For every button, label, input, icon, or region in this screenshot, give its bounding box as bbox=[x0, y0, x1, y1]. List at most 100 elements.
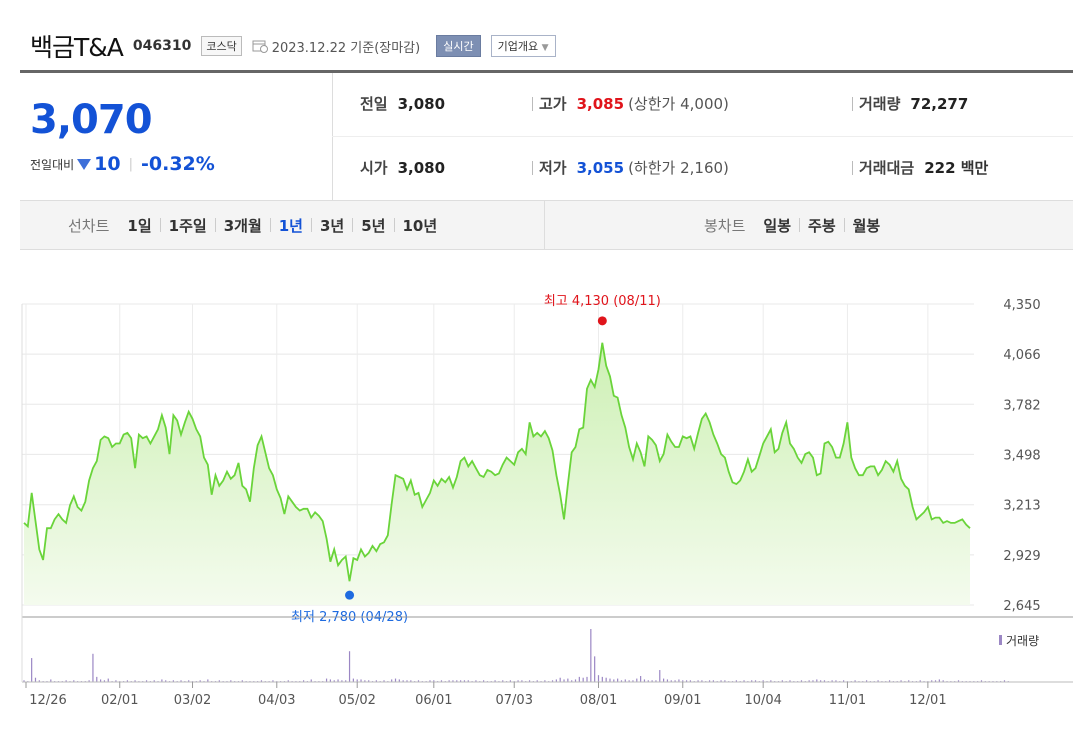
quote-row-2: 시가 3,080 저가 3,055 (하한가 2,160) 거래대금 222 백만 bbox=[332, 137, 1073, 200]
volume-bar bbox=[456, 680, 458, 682]
separator bbox=[532, 96, 533, 111]
volume-bar bbox=[96, 676, 98, 682]
volume-bar bbox=[356, 679, 358, 682]
x-tick-label: 08/01 bbox=[580, 693, 617, 708]
volume-bar bbox=[980, 680, 983, 682]
volume-bar bbox=[590, 629, 592, 682]
volume-bar bbox=[712, 680, 714, 682]
volume-bar bbox=[800, 680, 803, 682]
volume-bar bbox=[708, 680, 711, 682]
change-label: 전일대비 bbox=[30, 157, 75, 172]
tab-period-2[interactable]: 3개월 bbox=[223, 216, 262, 235]
separator: | bbox=[128, 156, 134, 172]
tab-period-5[interactable]: 5년 bbox=[361, 216, 386, 235]
trade-amount: 거래대금 222 백만 bbox=[852, 157, 988, 178]
chart-tabs: 선차트 1일 1주일 3개월 1년 3년 5년 10년 봉차트 일봉 주봉 월봉 bbox=[20, 201, 1073, 250]
candle-chart-label: 봉차트 bbox=[704, 216, 746, 235]
high-label: 고가 bbox=[539, 95, 567, 113]
volume-bar bbox=[463, 680, 466, 682]
volume-bar bbox=[908, 680, 910, 682]
amount-value: 222 bbox=[924, 159, 956, 177]
tab-period-3[interactable]: 1년 bbox=[278, 216, 303, 235]
company-overview-label: 기업개요 bbox=[497, 40, 539, 53]
volume-bar bbox=[165, 680, 167, 682]
tab-separator bbox=[159, 218, 161, 232]
stock-code: 046310 bbox=[132, 38, 192, 54]
volume-bar bbox=[172, 680, 174, 682]
current-price-box: 3,070 전일대비 10 | -0.32% bbox=[20, 73, 333, 200]
volume-bar bbox=[663, 678, 665, 682]
volume-bar bbox=[34, 677, 37, 682]
realtime-button[interactable]: 실시간 bbox=[436, 35, 481, 57]
tab-period-1[interactable]: 1주일 bbox=[168, 216, 207, 235]
tab-candle-0[interactable]: 일봉 bbox=[763, 216, 792, 235]
volume-bar bbox=[685, 680, 688, 682]
volume-bar bbox=[398, 679, 400, 682]
current-price: 3,070 bbox=[30, 97, 153, 143]
high-value: 3,085 bbox=[576, 94, 625, 113]
y-tick-label: 2,929 bbox=[1003, 549, 1040, 564]
volume-bar bbox=[931, 680, 933, 682]
x-tick-label: 07/03 bbox=[496, 693, 533, 708]
volume-bar bbox=[348, 651, 351, 682]
volume-bar bbox=[494, 680, 496, 682]
volume-bar bbox=[601, 676, 603, 682]
tab-candle-2[interactable]: 월봉 bbox=[852, 216, 881, 235]
volume-bar bbox=[188, 680, 190, 682]
volume-bar bbox=[337, 679, 339, 682]
tab-period-6[interactable]: 10년 bbox=[402, 216, 438, 235]
volume-bar bbox=[536, 680, 538, 682]
volume-bar bbox=[808, 680, 810, 682]
tab-period-0[interactable]: 1일 bbox=[127, 216, 152, 235]
tab-separator bbox=[311, 218, 312, 232]
volume-bar bbox=[521, 680, 523, 682]
tab-period-4[interactable]: 3년 bbox=[320, 216, 345, 235]
down-arrow-icon bbox=[77, 159, 92, 170]
volume-bar bbox=[843, 680, 845, 682]
volume-bar bbox=[617, 678, 619, 682]
separator bbox=[852, 160, 853, 175]
tab-candle-1[interactable]: 주봉 bbox=[808, 216, 836, 235]
volume-bar bbox=[452, 680, 454, 682]
prev-close: 전일 3,080 bbox=[360, 93, 445, 114]
volume-bar bbox=[674, 680, 676, 682]
tab-separator bbox=[799, 218, 801, 232]
volume-bar bbox=[92, 653, 94, 682]
volume-bar bbox=[302, 680, 305, 682]
amount-label: 거래대금 bbox=[859, 159, 915, 177]
volume-bar bbox=[594, 656, 596, 682]
tab-separator bbox=[214, 218, 216, 232]
company-overview-button[interactable]: 기업개요 ▼ bbox=[490, 35, 556, 57]
volume-bar bbox=[567, 678, 569, 682]
volume-bar bbox=[528, 680, 531, 682]
volume-bar bbox=[375, 680, 377, 682]
price-chart[interactable]: 4,350 4,066 3,782 3,498 3,213 2,929 2,645 최고 4,… bbox=[0, 250, 1073, 740]
high-price: 고가 3,085 (상한가 4,000) bbox=[532, 93, 729, 114]
x-tick-label: 12/01 bbox=[909, 693, 946, 708]
volume-bar bbox=[272, 680, 274, 682]
volume-bar bbox=[65, 680, 67, 682]
volume-bar bbox=[394, 678, 397, 682]
volume-bar bbox=[743, 680, 745, 682]
volume-bar bbox=[31, 658, 33, 682]
volume-bar bbox=[563, 679, 565, 682]
amount-value-wrap: 222 백만 bbox=[924, 157, 988, 178]
volume-bar bbox=[406, 680, 408, 682]
open-price: 시가 3,080 bbox=[360, 157, 445, 178]
upper-limit: (상한가 4,000) bbox=[628, 95, 729, 113]
volume-bar bbox=[383, 680, 385, 682]
volume-bar bbox=[628, 680, 630, 682]
volume-bar bbox=[574, 679, 577, 682]
volume-bar bbox=[509, 680, 512, 682]
market-badge: 코스닥 bbox=[201, 36, 242, 56]
volume-bar bbox=[103, 680, 106, 682]
volume-bar bbox=[218, 680, 220, 682]
volume-bar bbox=[107, 678, 109, 682]
volume-bar bbox=[199, 680, 201, 682]
volume-bar bbox=[134, 680, 136, 682]
volume-bar bbox=[770, 680, 772, 682]
volume-bar bbox=[448, 680, 450, 682]
y-tick-label: 3,498 bbox=[1003, 448, 1040, 463]
volume-bar bbox=[544, 680, 546, 682]
y-tick-label: 4,350 bbox=[1003, 298, 1040, 313]
